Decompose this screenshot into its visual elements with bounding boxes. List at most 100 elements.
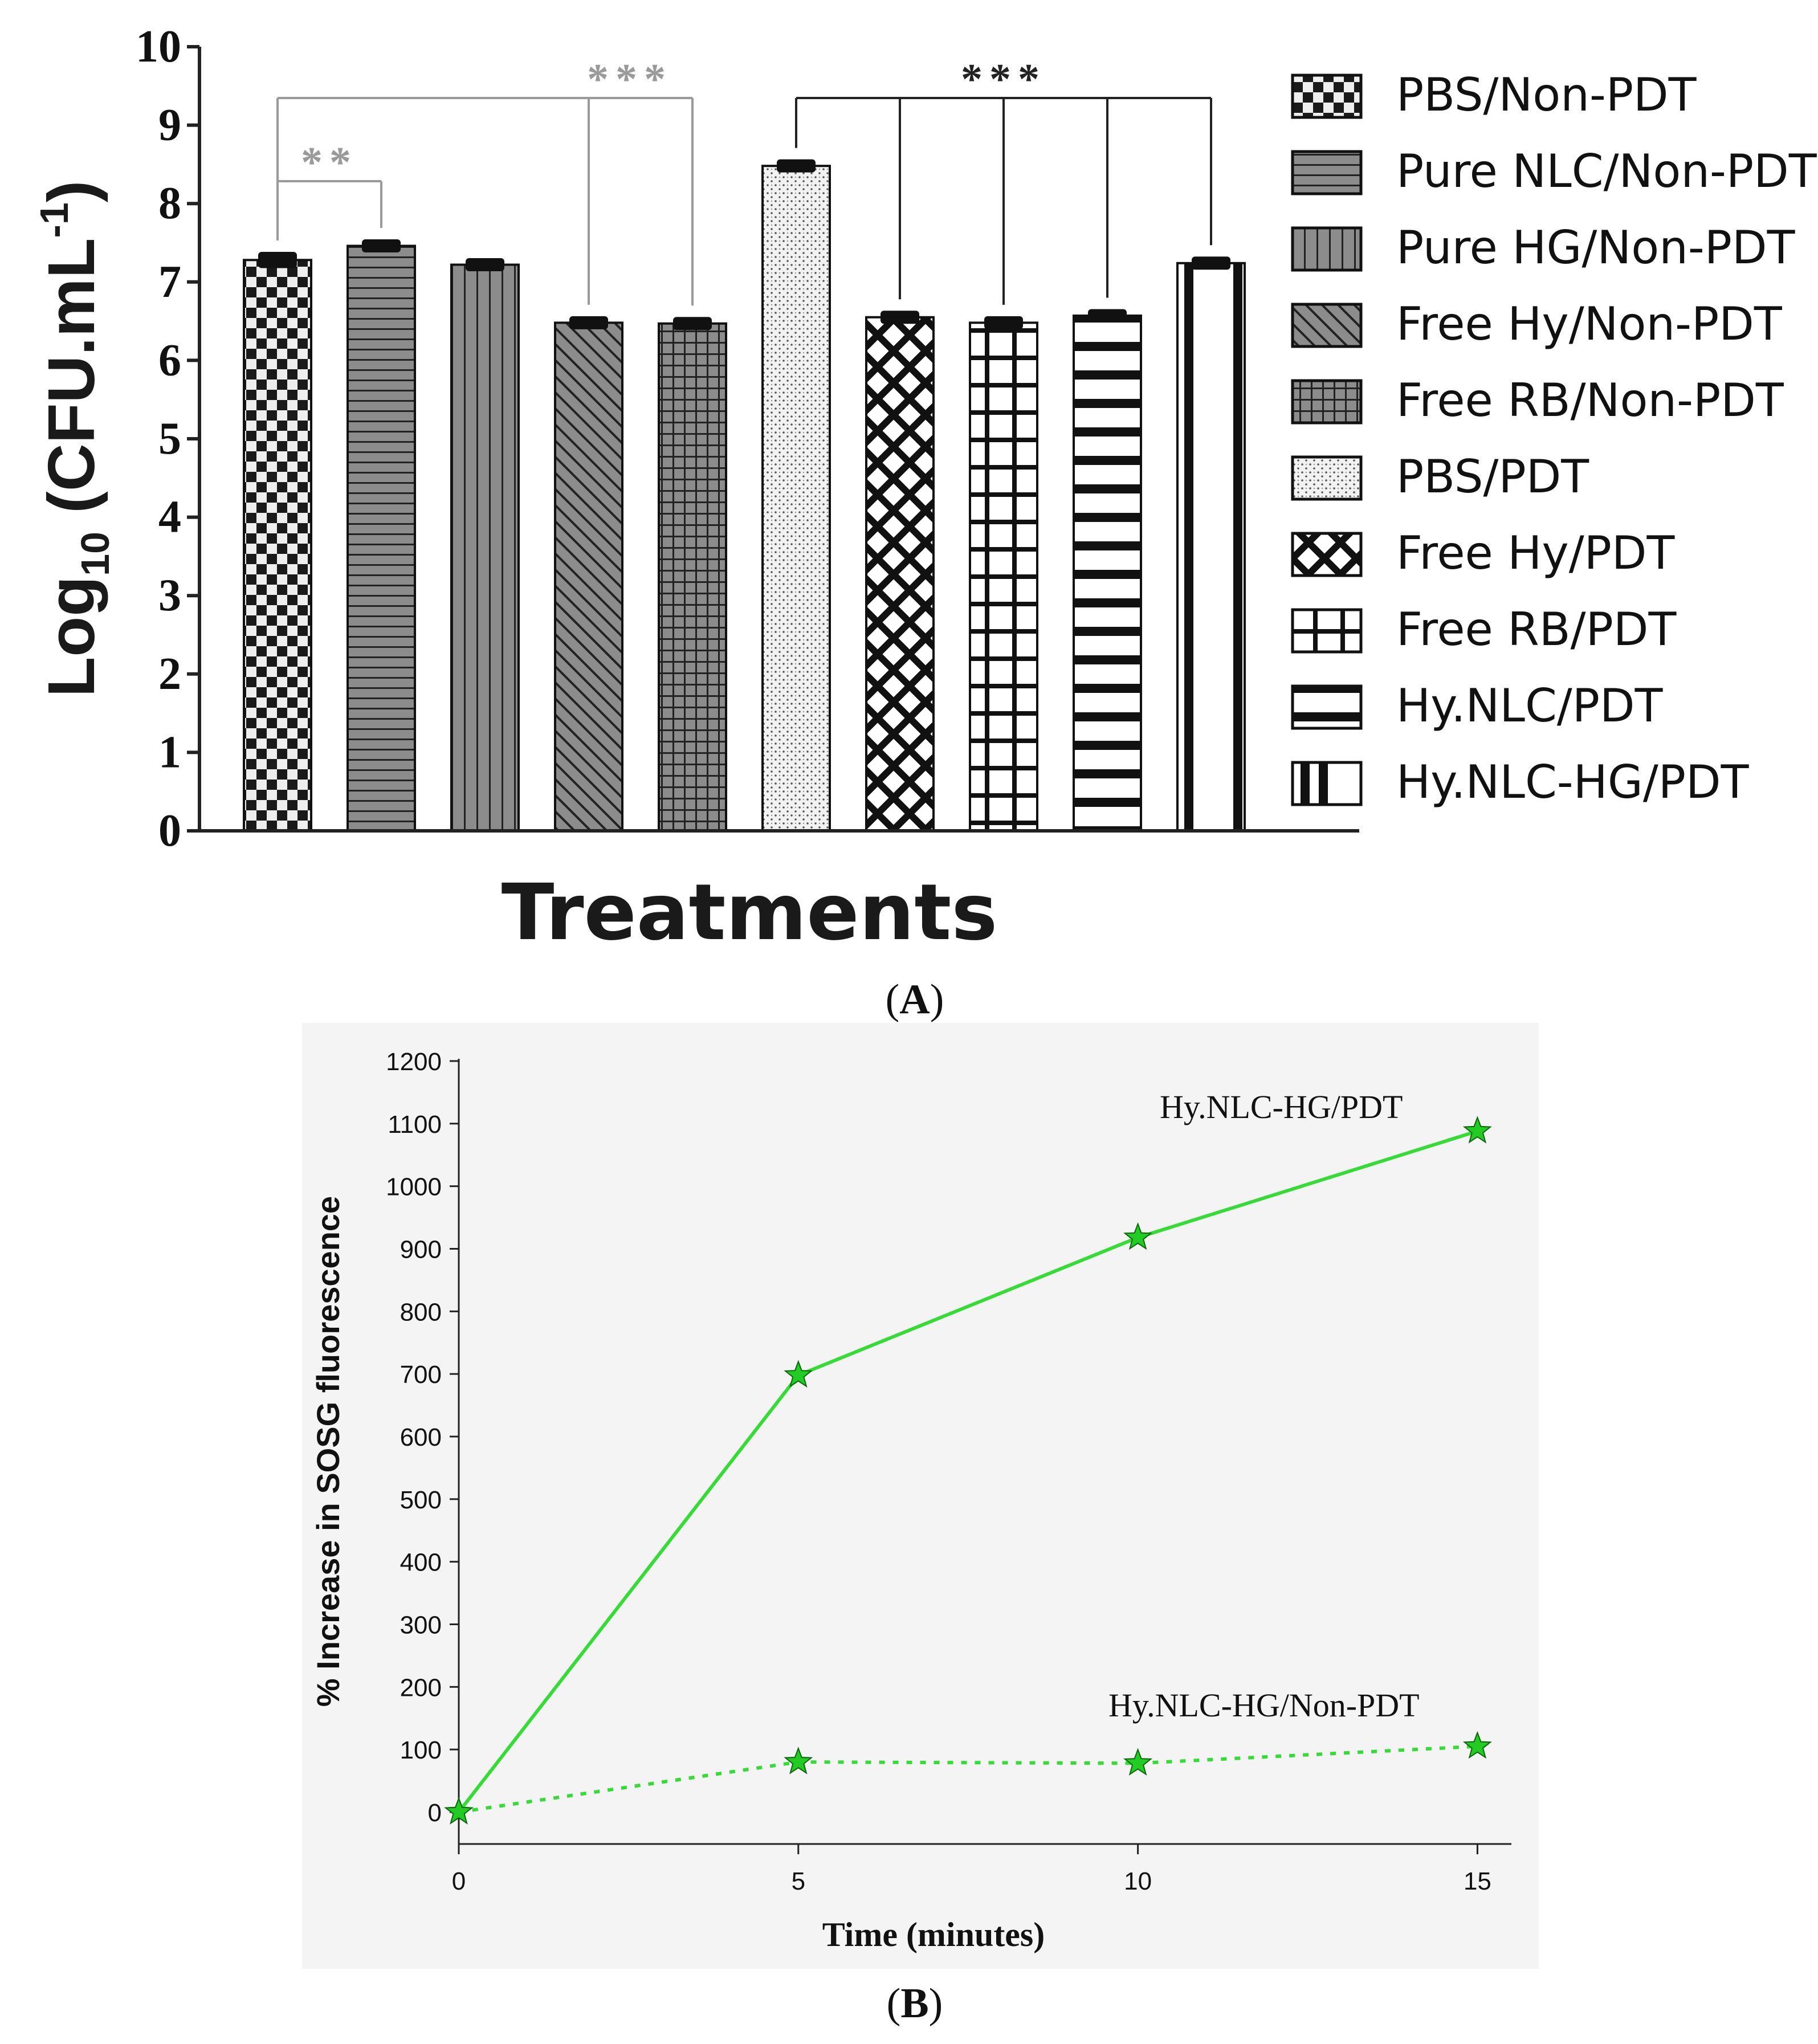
a-error-cap <box>1088 309 1127 323</box>
a-y-tick-label: 6 <box>158 335 181 385</box>
a-y-label-sub: 10 <box>73 532 117 576</box>
a-y-label-end: ) <box>34 181 108 203</box>
a-error-cap <box>673 317 712 331</box>
a-y-tick-label: 0 <box>158 806 181 856</box>
a-y-tick-label: 7 <box>158 257 181 307</box>
a-y-label-sup: -1 <box>32 202 76 238</box>
a-legend-swatch <box>1291 532 1363 577</box>
a-bar <box>554 321 623 832</box>
b-y-tick-label: 200 <box>400 1674 442 1702</box>
b-x-tick-label: 15 <box>1464 1867 1491 1895</box>
b-data-marker <box>784 1360 813 1388</box>
b-series-label-non-pdt: Hy.NLC-HG/Non-PDT <box>1108 1687 1420 1724</box>
a-y-tick-label: 3 <box>158 570 181 621</box>
b-data-marker <box>1462 1731 1492 1759</box>
b-y-tick-label: 1100 <box>388 1111 442 1139</box>
a-legend-label: Pure NLC/Non-PDT <box>1396 145 1817 198</box>
a-error-cap <box>777 159 816 173</box>
a-error-cap <box>466 258 504 272</box>
a-y-tick-label: 9 <box>158 100 181 150</box>
a-legend-swatch <box>1291 761 1363 806</box>
a-y-label-log: Log <box>34 576 108 697</box>
a-error-cap <box>569 316 608 329</box>
a-legend-swatch <box>1291 226 1363 272</box>
a-legend-label: Pure HG/Non-PDT <box>1396 221 1796 274</box>
a-error-cap <box>881 311 919 324</box>
a-bar <box>243 259 312 833</box>
b-y-tick-label: 1000 <box>386 1173 442 1201</box>
a-y-tick-label: 10 <box>136 22 181 72</box>
a-bar <box>658 322 727 832</box>
panel-b-label-letter: B <box>900 1980 928 2027</box>
a-legend-swatch <box>1291 684 1363 730</box>
panel-a-label-close: ) <box>930 976 944 1023</box>
a-legend-label: Hy.NLC-HG/PDT <box>1396 756 1750 809</box>
panel-b-label-open: ( <box>887 1980 901 2027</box>
a-significance-label: *** <box>961 55 1046 103</box>
b-y-tick-label: 400 <box>400 1549 442 1577</box>
a-legend-label: Free Hy/Non-PDT <box>1396 297 1783 350</box>
a-y-axis-label: Log10 (CFU.mL-1) <box>32 181 117 697</box>
panel-a-label-open: ( <box>886 976 900 1023</box>
panel-b-label-close: ) <box>929 1980 943 2027</box>
b-y-tick-label: 800 <box>400 1298 442 1326</box>
a-x-axis-label: Treatments <box>502 868 998 958</box>
a-legend-swatch <box>1291 379 1363 425</box>
b-data-marker <box>1123 1222 1153 1250</box>
a-legend-label: Hy.NLC/PDT <box>1396 679 1664 732</box>
b-data-marker <box>784 1747 813 1774</box>
b-series-line <box>457 1129 1478 1813</box>
a-significance-label: *** <box>587 55 672 103</box>
a-y-tick-label: 8 <box>158 178 181 229</box>
a-bar <box>347 244 416 832</box>
a-legend-swatch <box>1291 455 1363 501</box>
b-data-marker <box>444 1797 474 1825</box>
b-data-marker <box>1123 1748 1153 1776</box>
panel-a-label-letter: A <box>899 976 930 1023</box>
a-significance-label: ** <box>301 138 358 186</box>
a-legend-label: Free Hy/PDT <box>1396 527 1675 580</box>
b-x-tick-label: 5 <box>792 1867 805 1895</box>
a-error-cap <box>362 239 401 253</box>
a-y-tick-label: 1 <box>158 727 181 777</box>
a-bar <box>450 263 520 832</box>
b-y-tick-label: 1200 <box>386 1048 442 1076</box>
b-data-marker <box>1462 1116 1492 1144</box>
b-series-line <box>458 1744 1478 1814</box>
b-x-axis-label: Time (minutes) <box>822 1916 1045 1953</box>
panel-a-label: (A) <box>886 976 944 1023</box>
b-y-tick-label: 100 <box>400 1736 442 1764</box>
b-series-label-pdt: Hy.NLC-HG/PDT <box>1160 1088 1403 1125</box>
a-bar <box>865 316 935 832</box>
a-bar <box>1073 314 1142 832</box>
a-bar <box>969 321 1038 832</box>
b-y-tick-label: 300 <box>400 1611 442 1639</box>
panel-b-line-chart: 0 100 200 300 400 500 600 700 800 900 1000 1100 1200… <box>302 1023 1539 2027</box>
a-error-cap <box>1192 256 1230 270</box>
b-y-tick-label: 500 <box>400 1486 442 1514</box>
a-y-tick-label: 4 <box>158 492 181 542</box>
a-legend-swatch <box>1291 74 1363 119</box>
b-y-tick-label: 900 <box>400 1236 442 1264</box>
a-y-tick-label: 5 <box>158 414 181 464</box>
b-y-tick-label: 700 <box>400 1361 442 1389</box>
a-legend-label: PBS/Non-PDT <box>1396 68 1697 121</box>
a-y-tick-label: 2 <box>158 649 181 699</box>
a-legend-swatch <box>1291 608 1363 654</box>
a-bar <box>1176 262 1246 832</box>
a-legend-swatch <box>1291 303 1363 348</box>
a-legend-label: Free RB/Non-PDT <box>1396 374 1784 427</box>
b-plot-background <box>302 1023 1539 1969</box>
a-y-label-unit: (CFU.mL <box>34 238 108 532</box>
b-x-tick-label: 0 <box>452 1867 466 1895</box>
b-y-tick-label: 600 <box>400 1423 442 1451</box>
a-error-cap <box>258 252 297 268</box>
a-legend: PBS/Non-PDT Pure NLC/Non-PDT Pure HG/Non-P… <box>1291 68 1817 809</box>
b-y-axis-label: % Increase in SOSG fluorescence <box>310 1196 346 1707</box>
b-y-tick-label: 0 <box>428 1799 442 1827</box>
a-legend-label: PBS/PDT <box>1396 450 1589 503</box>
a-error-cap <box>984 316 1023 329</box>
panel-b-label: (B) <box>887 1980 943 2027</box>
